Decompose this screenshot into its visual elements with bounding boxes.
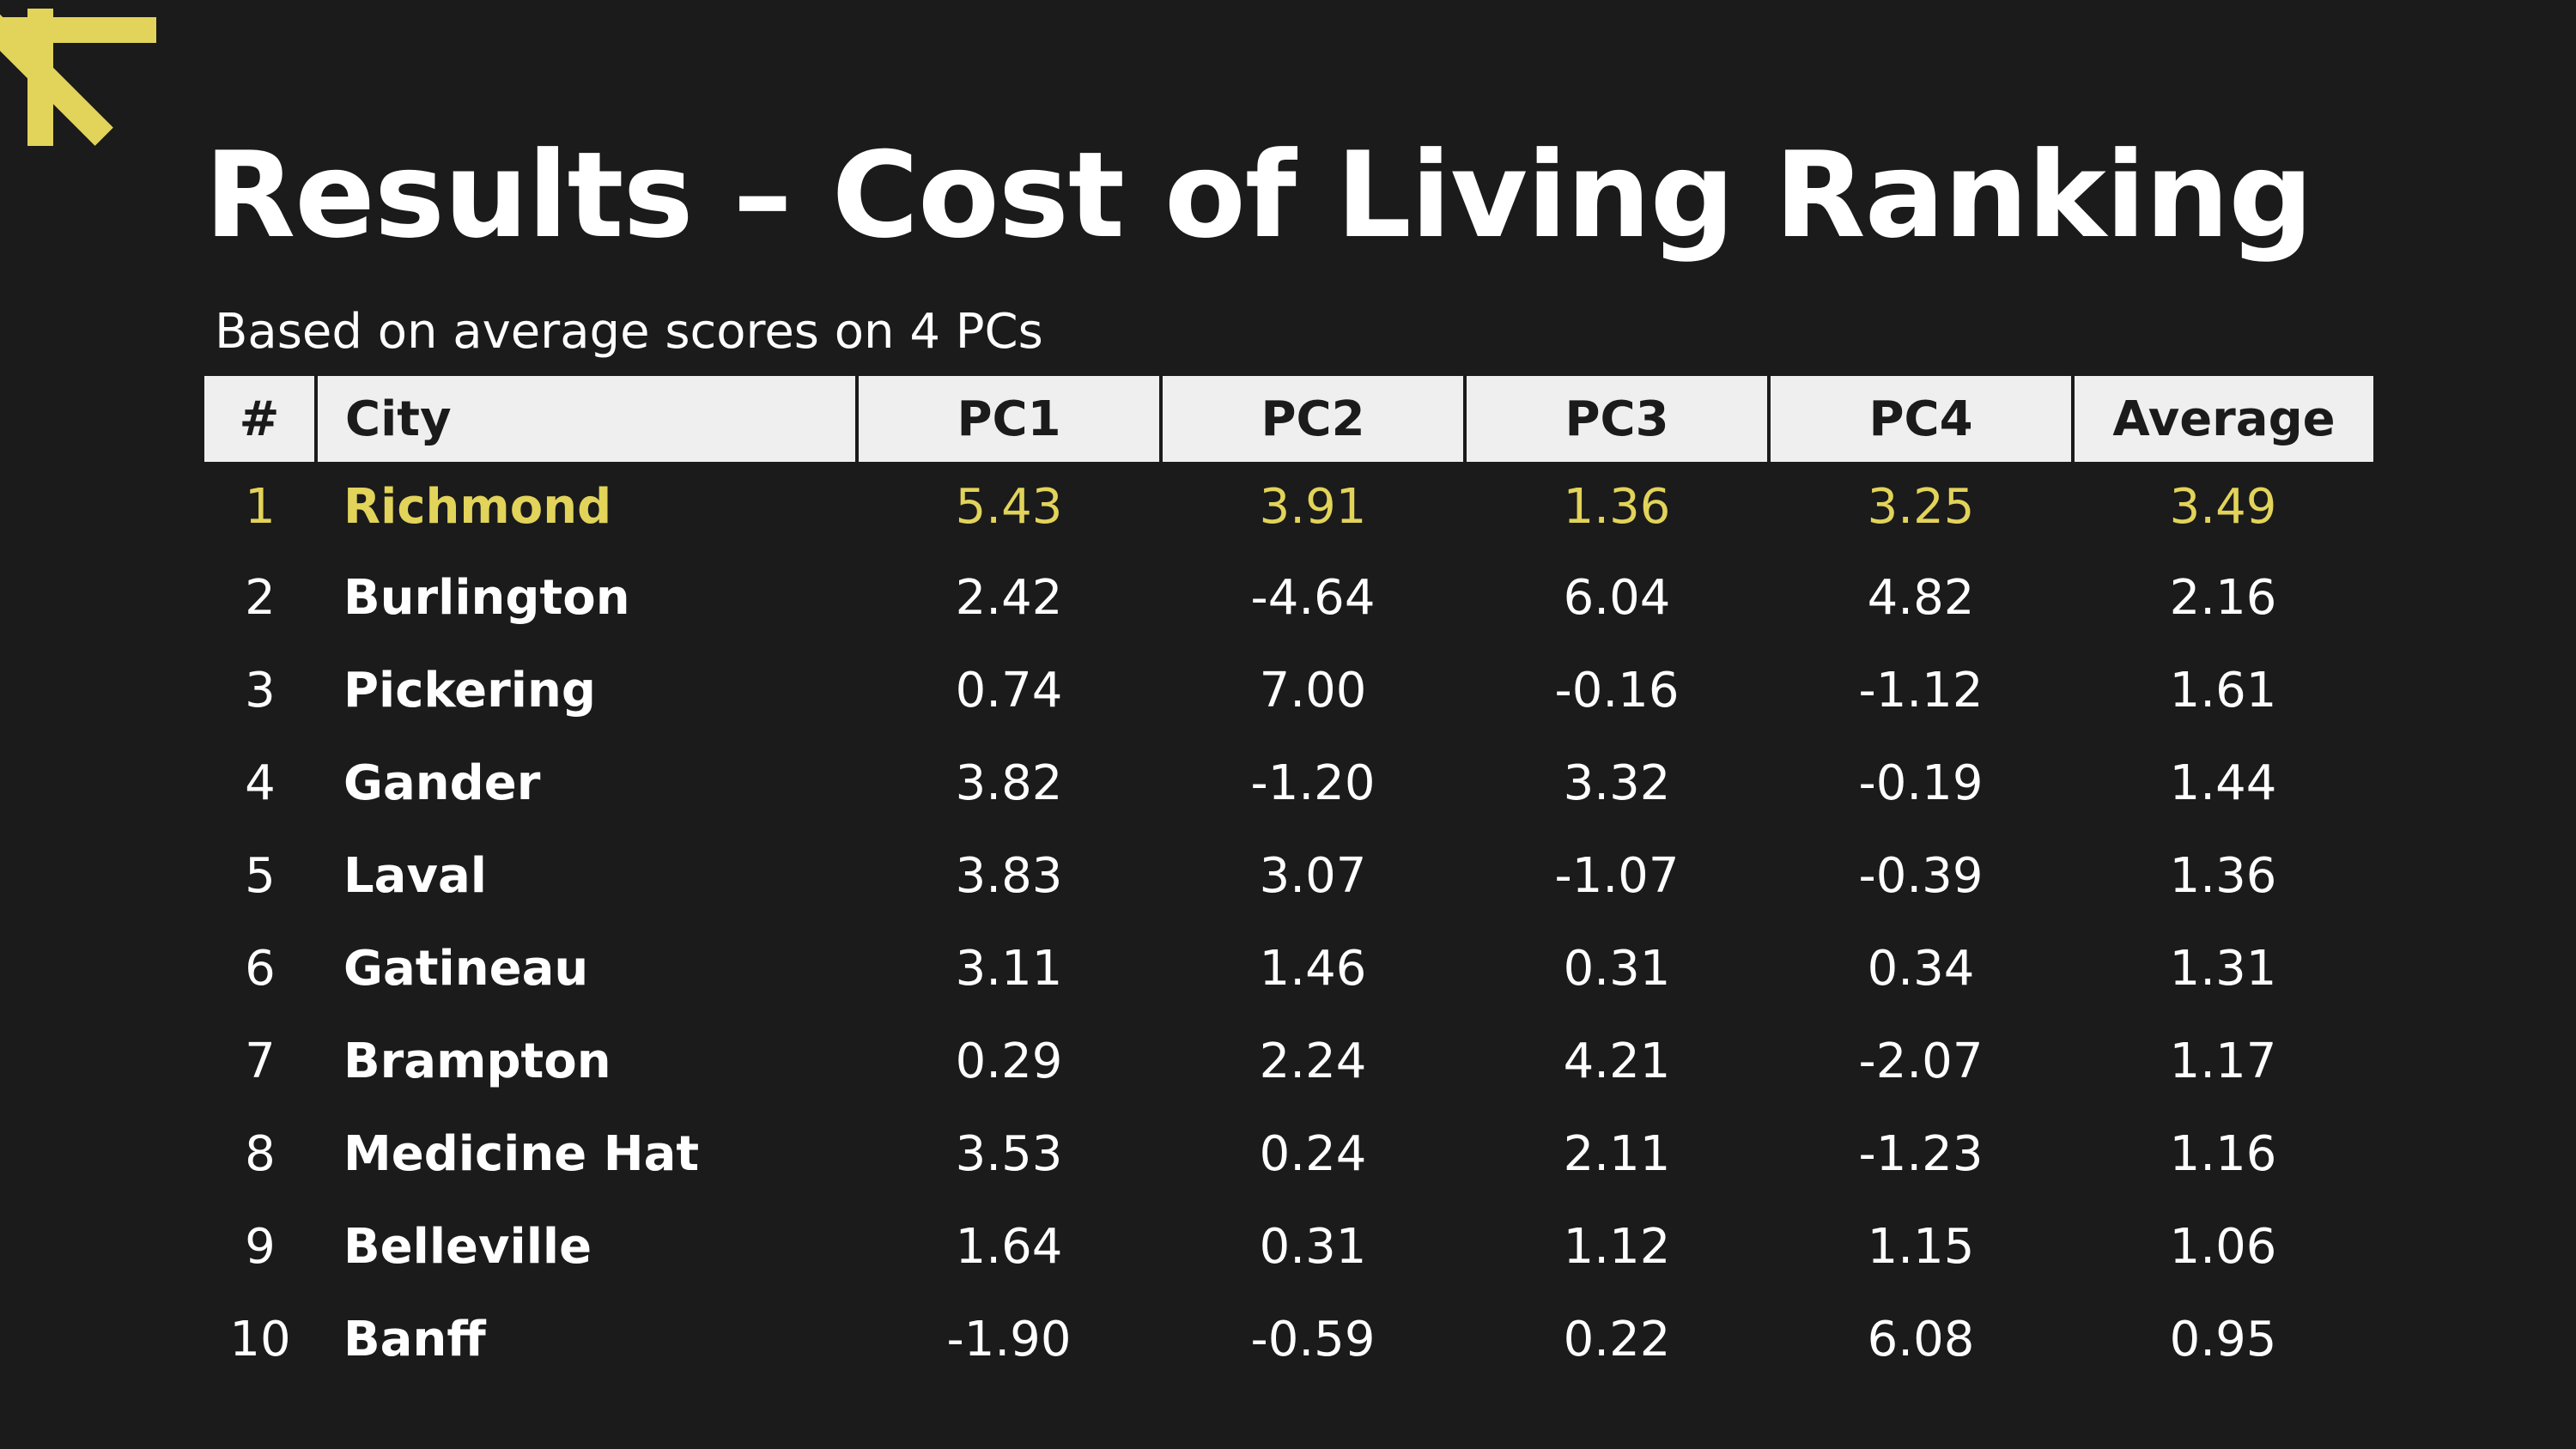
cell-pc4: 3.25 (1867, 478, 1975, 535)
cell-city: Medicine Hat (343, 1125, 700, 1182)
cell-pc1: 3.53 (955, 1125, 1063, 1182)
cell-average: 1.36 (2169, 847, 2277, 904)
cell-average: 1.61 (2169, 662, 2277, 718)
cell-rank: 1 (245, 478, 276, 535)
cell-pc4: -0.39 (1858, 847, 1984, 904)
cell-city: Burlington (343, 569, 630, 626)
cell-pc4: -0.19 (1858, 755, 1984, 811)
header-average: Average (2071, 376, 2373, 462)
cell-city: Brampton (343, 1033, 611, 1089)
header-pc2: PC2 (1159, 376, 1465, 462)
cell-pc1: 3.11 (955, 940, 1063, 997)
cell-pc1: 0.74 (955, 662, 1063, 718)
cell-average: 1.44 (2169, 755, 2277, 811)
cell-pc2: 0.24 (1259, 1125, 1367, 1182)
cell-pc1: 5.43 (955, 478, 1063, 535)
cell-average: 1.06 (2169, 1218, 2277, 1275)
table-header-row: # City PC1 PC2 PC3 PC4 Average (204, 376, 2373, 462)
header-city: City (314, 376, 857, 462)
cell-pc1: 2.42 (955, 569, 1063, 626)
cell-pc3: -1.07 (1554, 847, 1680, 904)
cell-pc1: 3.83 (955, 847, 1063, 904)
table-row: 8 Medicine Hat 3.53 0.24 2.11 -1.23 1.16 (204, 1107, 2373, 1200)
table-row: 10 Banff -1.90 -0.59 0.22 6.08 0.95 (204, 1293, 2373, 1385)
table-row: 3 Pickering 0.74 7.00 -0.16 -1.12 1.61 (204, 644, 2373, 737)
cell-city: Gatineau (343, 940, 589, 997)
cell-pc2: 3.91 (1259, 478, 1367, 535)
cell-city: Belleville (343, 1218, 592, 1275)
cell-average: 0.95 (2169, 1311, 2277, 1367)
cell-pc2: -4.64 (1250, 569, 1376, 626)
header-pc3: PC3 (1463, 376, 1769, 462)
table-row: 5 Laval 3.83 3.07 -1.07 -0.39 1.36 (204, 829, 2373, 922)
cell-pc3: 1.12 (1563, 1218, 1671, 1275)
cell-pc2: -1.20 (1250, 755, 1376, 811)
cell-pc3: 0.22 (1563, 1311, 1671, 1367)
cell-pc3: 2.11 (1563, 1125, 1671, 1182)
table-row: 7 Brampton 0.29 2.24 4.21 -2.07 1.17 (204, 1015, 2373, 1107)
cell-city: Pickering (343, 662, 596, 718)
cell-pc1: 0.29 (955, 1033, 1063, 1089)
cell-rank: 3 (245, 662, 276, 718)
ranking-table: # City PC1 PC2 PC3 PC4 Average 1 Richmond… (204, 376, 2373, 1385)
cell-rank: 5 (245, 847, 276, 904)
cell-pc2: 2.24 (1259, 1033, 1367, 1089)
cell-average: 1.17 (2169, 1033, 2277, 1089)
cell-rank: 4 (245, 755, 276, 811)
cell-pc3: 4.21 (1563, 1033, 1671, 1089)
cell-pc1: 3.82 (955, 755, 1063, 811)
cell-pc2: 7.00 (1259, 662, 1367, 718)
cell-pc1: -1.90 (946, 1311, 1072, 1367)
header-pc1: PC1 (855, 376, 1161, 462)
cell-pc4: 4.82 (1867, 569, 1975, 626)
header-rank: # (204, 376, 316, 462)
table-row: 9 Belleville 1.64 0.31 1.12 1.15 1.06 (204, 1200, 2373, 1293)
cell-pc4: -2.07 (1858, 1033, 1984, 1089)
cell-pc4: 0.34 (1867, 940, 1975, 997)
cell-pc1: 1.64 (955, 1218, 1063, 1275)
cell-pc3: -0.16 (1554, 662, 1680, 718)
cell-pc2: 3.07 (1259, 847, 1367, 904)
cell-pc4: 1.15 (1867, 1218, 1975, 1275)
cell-pc3: 1.36 (1563, 478, 1671, 535)
cell-city: Banff (343, 1311, 486, 1367)
cell-pc2: 0.31 (1259, 1218, 1367, 1275)
cell-rank: 2 (245, 569, 276, 626)
cell-city: Richmond (343, 478, 612, 535)
slide-subtitle: Based on average scores on 4 PCs (215, 304, 1043, 360)
cell-pc4: 6.08 (1867, 1311, 1975, 1367)
cell-city: Gander (343, 755, 541, 811)
cell-average: 1.31 (2169, 940, 2277, 997)
cell-pc4: -1.12 (1858, 662, 1984, 718)
cell-pc3: 0.31 (1563, 940, 1671, 997)
cell-rank: 10 (229, 1311, 291, 1367)
table-row: 2 Burlington 2.42 -4.64 6.04 4.82 2.16 (204, 551, 2373, 644)
cell-pc3: 6.04 (1563, 569, 1671, 626)
cell-rank: 8 (245, 1125, 276, 1182)
table-row: 1 Richmond 5.43 3.91 1.36 3.25 3.49 (204, 462, 2373, 551)
cell-pc4: -1.23 (1858, 1125, 1984, 1182)
cell-rank: 6 (245, 940, 276, 997)
table-row: 6 Gatineau 3.11 1.46 0.31 0.34 1.31 (204, 922, 2373, 1015)
cell-average: 2.16 (2169, 569, 2277, 626)
slide-title: Results – Cost of Living Ranking (204, 126, 2313, 264)
cell-rank: 7 (245, 1033, 276, 1089)
table-row: 4 Gander 3.82 -1.20 3.32 -0.19 1.44 (204, 737, 2373, 829)
header-pc4: PC4 (1767, 376, 2073, 462)
cell-pc2: 1.46 (1259, 940, 1367, 997)
cell-pc3: 3.32 (1563, 755, 1671, 811)
cell-average: 3.49 (2169, 478, 2277, 535)
cell-average: 1.16 (2169, 1125, 2277, 1182)
cell-rank: 9 (245, 1218, 276, 1275)
cell-city: Laval (343, 847, 487, 904)
cell-pc2: -0.59 (1250, 1311, 1376, 1367)
asterisk-icon (0, 0, 156, 146)
